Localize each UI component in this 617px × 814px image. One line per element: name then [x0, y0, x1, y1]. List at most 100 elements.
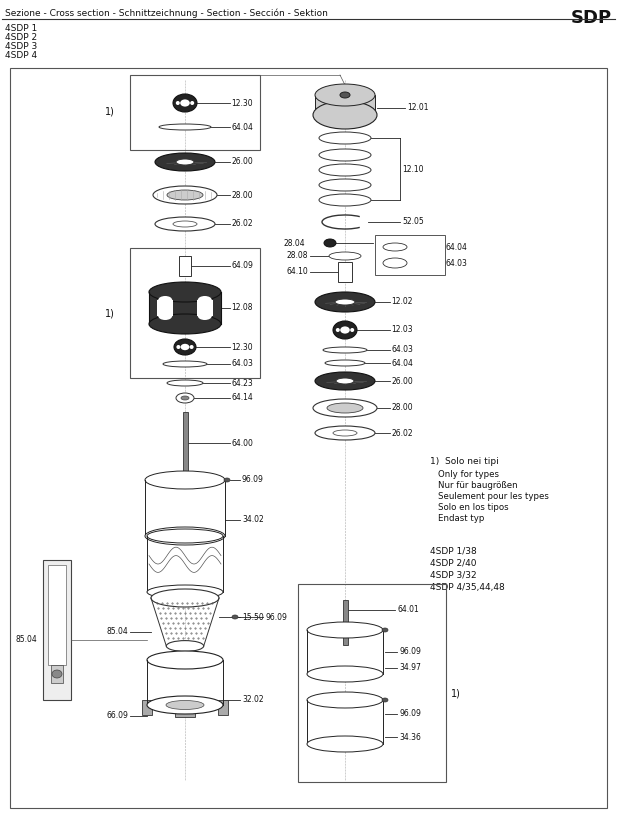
- Ellipse shape: [383, 258, 407, 268]
- Ellipse shape: [190, 101, 194, 105]
- Text: 96.09: 96.09: [399, 647, 421, 657]
- Ellipse shape: [147, 651, 223, 669]
- Bar: [307, 630, 383, 674]
- Text: 96.09: 96.09: [399, 710, 421, 719]
- Bar: [338, 262, 352, 282]
- Text: 85.04: 85.04: [15, 636, 37, 645]
- Ellipse shape: [155, 153, 215, 171]
- Ellipse shape: [176, 345, 180, 349]
- Ellipse shape: [224, 478, 230, 482]
- Ellipse shape: [325, 360, 365, 366]
- Text: Nur für baugrößen: Nur für baugrößen: [438, 481, 518, 490]
- Text: 12.08: 12.08: [231, 304, 252, 313]
- Text: 28.00: 28.00: [231, 190, 252, 199]
- Ellipse shape: [313, 101, 377, 129]
- Ellipse shape: [340, 326, 350, 334]
- Bar: [197, 300, 213, 316]
- Ellipse shape: [319, 149, 371, 161]
- Bar: [43, 560, 71, 700]
- Ellipse shape: [166, 701, 204, 710]
- Bar: [147, 536, 223, 592]
- Ellipse shape: [333, 321, 357, 339]
- Ellipse shape: [198, 312, 212, 320]
- Ellipse shape: [145, 471, 225, 489]
- Ellipse shape: [319, 194, 371, 206]
- Text: 12.10: 12.10: [402, 164, 423, 173]
- Text: 4SDP 2: 4SDP 2: [5, 33, 37, 42]
- Bar: [130, 248, 260, 378]
- Ellipse shape: [315, 372, 375, 390]
- Ellipse shape: [315, 292, 375, 312]
- Ellipse shape: [147, 696, 223, 714]
- Text: 12.01: 12.01: [407, 103, 428, 112]
- Text: 26.02: 26.02: [391, 428, 413, 437]
- Ellipse shape: [176, 393, 194, 403]
- Ellipse shape: [335, 299, 355, 305]
- Text: 64.01: 64.01: [397, 606, 419, 615]
- Ellipse shape: [176, 101, 180, 105]
- Ellipse shape: [189, 345, 194, 349]
- Bar: [315, 95, 375, 115]
- Ellipse shape: [340, 92, 350, 98]
- Bar: [142, 700, 152, 715]
- Text: 26.02: 26.02: [231, 220, 252, 229]
- Ellipse shape: [198, 296, 212, 304]
- Text: Sezione - Cross section - Schnittzeichnung - Section - Sección - Sektion: Sezione - Cross section - Schnittzeichnu…: [5, 9, 328, 19]
- Ellipse shape: [382, 698, 388, 702]
- Ellipse shape: [319, 164, 371, 176]
- Ellipse shape: [307, 736, 383, 752]
- Text: 1): 1): [105, 107, 115, 117]
- Ellipse shape: [147, 529, 223, 543]
- Bar: [157, 300, 173, 316]
- Ellipse shape: [173, 221, 197, 227]
- Bar: [342, 600, 347, 645]
- Text: 64.00: 64.00: [231, 439, 253, 448]
- Ellipse shape: [158, 296, 172, 304]
- Text: 64.04: 64.04: [391, 358, 413, 367]
- Text: 1)  Solo nei tipi: 1) Solo nei tipi: [430, 457, 499, 466]
- Ellipse shape: [319, 179, 371, 191]
- Ellipse shape: [336, 378, 354, 384]
- Ellipse shape: [181, 396, 189, 400]
- Ellipse shape: [167, 190, 203, 200]
- Text: 64.03: 64.03: [446, 259, 468, 268]
- Ellipse shape: [155, 217, 215, 231]
- Ellipse shape: [167, 641, 204, 651]
- Text: Endast typ: Endast typ: [438, 514, 484, 523]
- Ellipse shape: [151, 589, 219, 607]
- Ellipse shape: [173, 94, 197, 112]
- Text: 4SDP 3/32: 4SDP 3/32: [430, 571, 476, 580]
- Ellipse shape: [336, 328, 340, 332]
- Text: 28.08: 28.08: [286, 252, 308, 260]
- Ellipse shape: [323, 347, 367, 353]
- Text: 12.30: 12.30: [231, 98, 252, 107]
- Ellipse shape: [158, 312, 172, 320]
- Text: 12.30: 12.30: [231, 343, 252, 352]
- Text: 64.04: 64.04: [446, 243, 468, 252]
- Text: 4SDP 3: 4SDP 3: [5, 42, 37, 51]
- Text: 34.36: 34.36: [399, 733, 421, 742]
- Ellipse shape: [313, 399, 377, 417]
- Bar: [51, 665, 63, 683]
- Bar: [149, 292, 221, 324]
- Text: 52.05: 52.05: [402, 217, 424, 226]
- Text: SDP: SDP: [571, 9, 612, 27]
- Ellipse shape: [163, 361, 207, 367]
- Ellipse shape: [159, 124, 211, 130]
- Ellipse shape: [145, 527, 225, 545]
- Ellipse shape: [307, 622, 383, 638]
- Text: Seulement pour les types: Seulement pour les types: [438, 492, 549, 501]
- Text: 64.04: 64.04: [231, 122, 253, 132]
- Text: 96.09: 96.09: [265, 612, 287, 622]
- Text: 64.03: 64.03: [391, 345, 413, 355]
- Ellipse shape: [52, 670, 62, 678]
- Bar: [179, 256, 191, 276]
- Ellipse shape: [382, 628, 388, 632]
- Ellipse shape: [149, 282, 221, 302]
- Bar: [175, 705, 195, 717]
- Text: 32.02: 32.02: [242, 695, 263, 704]
- Bar: [218, 700, 228, 715]
- Ellipse shape: [327, 403, 363, 413]
- Bar: [48, 565, 66, 665]
- Text: 4SDP 1/38: 4SDP 1/38: [430, 547, 477, 556]
